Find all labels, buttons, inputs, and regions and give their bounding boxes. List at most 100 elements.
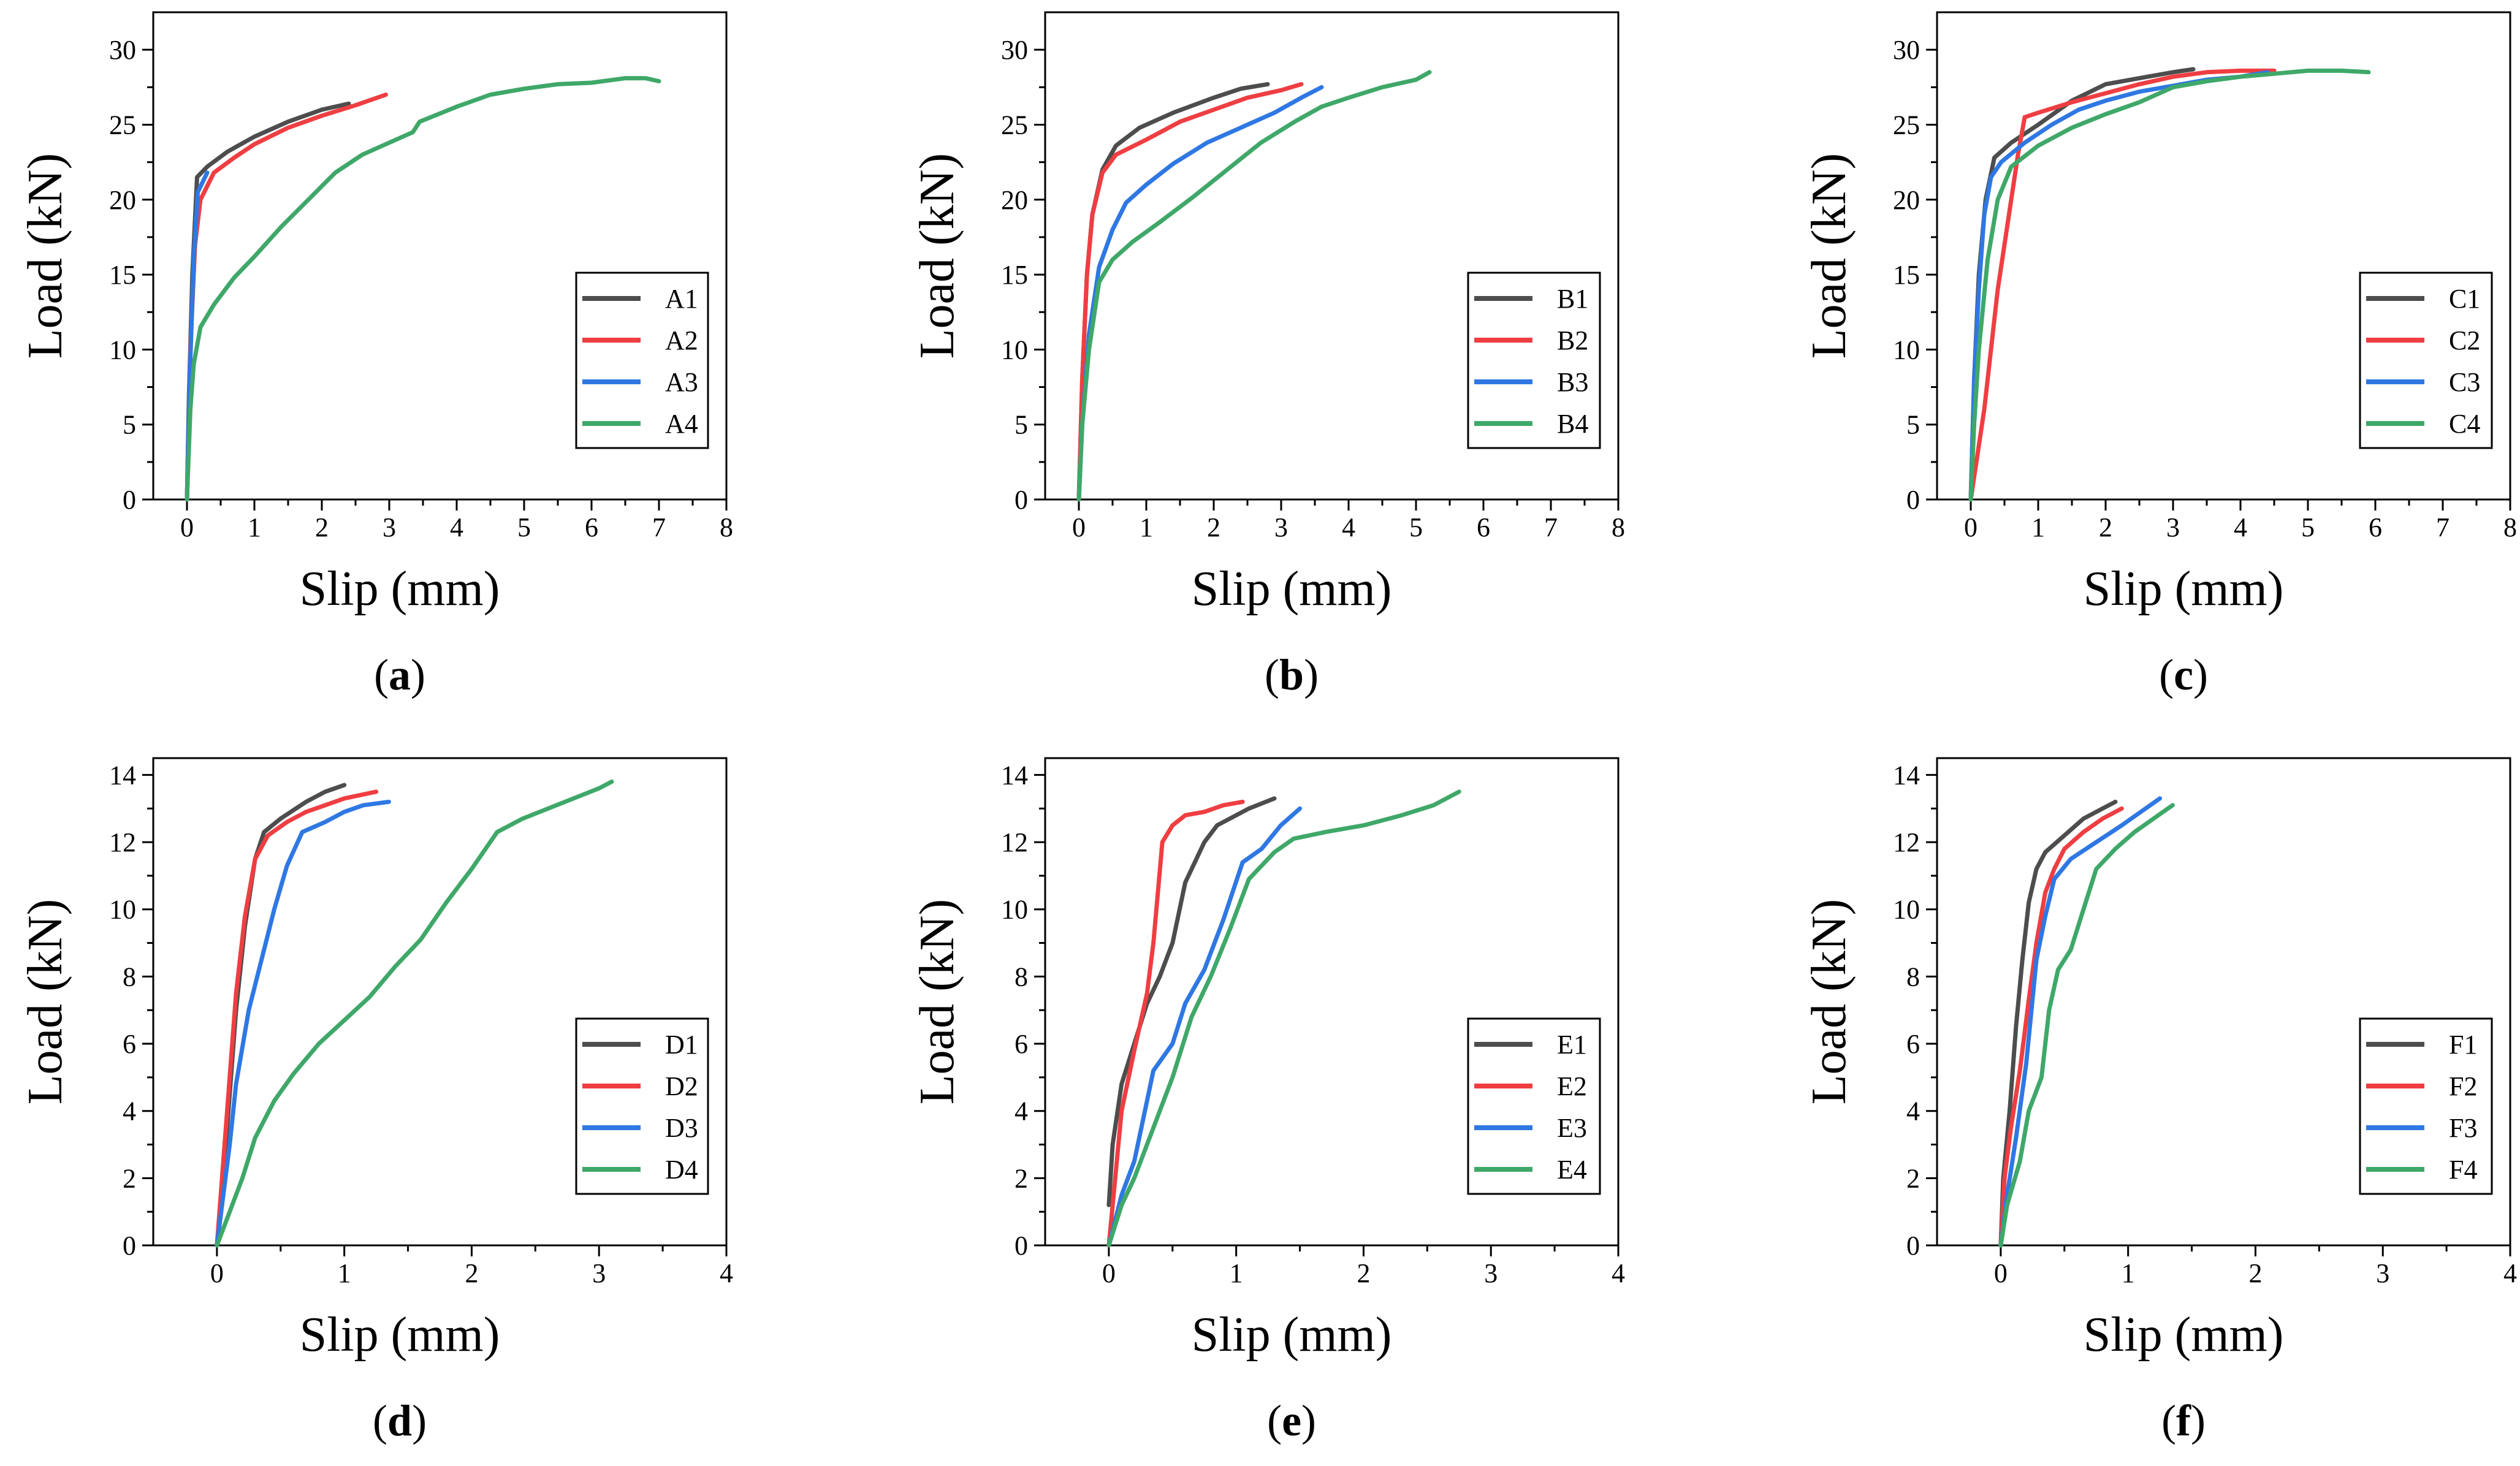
y-tick-label: 25 [1001, 110, 1028, 140]
y-tick-label: 0 [1014, 1231, 1028, 1261]
x-tick-label: 4 [720, 1258, 733, 1288]
y-tick-label: 10 [1001, 335, 1028, 365]
y-tick-label: 10 [109, 335, 136, 365]
panel-label-close: ) [411, 650, 425, 699]
y-tick-label: 30 [1893, 35, 1920, 65]
y-tick-label: 0 [1014, 485, 1028, 515]
panel-label-open: ( [374, 650, 389, 699]
legend-label-b2: B2 [1557, 325, 1588, 355]
x-axis-title: Slip (mm) [300, 562, 500, 616]
x-tick-label: 0 [210, 1258, 224, 1288]
x-tick-label: 2 [2099, 512, 2112, 542]
y-tick-label: 0 [123, 1231, 136, 1261]
series-line-d4 [215, 779, 614, 1248]
y-tick-label: 10 [1001, 895, 1028, 925]
series-line-f4 [1998, 803, 2175, 1248]
legend-label-d2: D2 [665, 1071, 698, 1101]
x-tick-label: 6 [585, 512, 598, 542]
legend-box [575, 272, 709, 449]
y-tick-label: 10 [109, 895, 136, 925]
x-axis-title: Slip (mm) [300, 1308, 500, 1362]
x-tick-label: 0 [1994, 1258, 2008, 1288]
legend-label-d1: D1 [665, 1030, 698, 1060]
y-tick-label: 14 [109, 760, 136, 790]
series-line-f2 [1998, 806, 2124, 1248]
x-tick-label: 6 [1477, 512, 1490, 542]
panel-label-open: ( [1265, 650, 1279, 699]
panel-label: (c) [2159, 650, 2208, 699]
panel-label-letter: f [2176, 1396, 2191, 1445]
panel-label-open: ( [2161, 1396, 2176, 1445]
legend-label-e3: E3 [1557, 1113, 1587, 1143]
y-tick-label: 15 [109, 260, 136, 290]
x-tick-label: 4 [1342, 512, 1355, 542]
plot-frame [1936, 11, 2511, 501]
y-tick-label: 0 [1906, 485, 1920, 515]
legend-box [1467, 272, 1601, 449]
legend-label-b1: B1 [1557, 284, 1588, 314]
y-tick-label: 8 [1014, 962, 1028, 992]
y-tick-label: 4 [1906, 1096, 1920, 1126]
y-tick-label: 12 [109, 827, 136, 857]
x-tick-label: 3 [383, 512, 396, 542]
series-line-c2 [1968, 68, 2277, 502]
legend-label-f4: F4 [2449, 1155, 2477, 1185]
panel-label-close: ) [412, 1396, 427, 1445]
y-tick-label: 6 [1014, 1029, 1028, 1059]
series-line-c4 [1968, 68, 2371, 502]
x-tick-label: 4 [2503, 1258, 2517, 1288]
legend-label-a4: A4 [665, 409, 698, 439]
y-tick-label: 25 [109, 110, 136, 140]
y-tick-label: 2 [1014, 1163, 1028, 1193]
x-tick-label: 8 [720, 512, 733, 542]
x-tick-label: 0 [1102, 1258, 1116, 1288]
panel-label-open: ( [373, 1396, 387, 1445]
legend-label-f2: F2 [2449, 1071, 2477, 1101]
x-tick-label: 2 [465, 1258, 478, 1288]
x-tick-label: 3 [2376, 1258, 2389, 1288]
x-tick-label: 1 [1140, 512, 1153, 542]
plot-frame [152, 11, 728, 501]
panel-label-letter: c [2174, 650, 2193, 699]
legend-box [2359, 272, 2493, 449]
x-tick-label: 5 [2301, 512, 2315, 542]
x-tick-label: 3 [1484, 1258, 1498, 1288]
x-tick-label: 3 [592, 1258, 606, 1288]
x-tick-label: 2 [2248, 1258, 2262, 1288]
series-line-b1 [1076, 82, 1270, 502]
y-tick-label: 30 [109, 35, 136, 65]
legend-label-a2: A2 [665, 325, 698, 355]
legend-label-e2: E2 [1557, 1071, 1587, 1101]
panel-label-letter: b [1279, 650, 1304, 699]
x-tick-label: 2 [1207, 512, 1220, 542]
x-tick-label: 7 [652, 512, 666, 542]
series-line-e4 [1106, 789, 1461, 1248]
series-line-d3 [215, 799, 391, 1248]
y-axis-title: Load (kN) [18, 153, 72, 359]
y-tick-label: 12 [1001, 827, 1028, 857]
x-tick-label: 7 [2436, 512, 2450, 542]
legend-label-e1: E1 [1557, 1030, 1587, 1060]
legend-label-b3: B3 [1557, 367, 1588, 397]
x-tick-label: 1 [338, 1258, 351, 1288]
legend: F1 F2 F3 F4 [2359, 1017, 2493, 1195]
y-tick-label: 14 [1893, 760, 1920, 790]
panel-label-letter: a [389, 650, 411, 699]
panel-label: (d) [373, 1396, 427, 1445]
x-axis-title: Slip (mm) [1192, 1308, 1392, 1362]
x-tick-label: 2 [1357, 1258, 1370, 1288]
x-tick-label: 1 [2122, 1258, 2135, 1288]
x-tick-label: 4 [450, 512, 463, 542]
legend-label-e4: E4 [1557, 1155, 1587, 1185]
x-tick-label: 4 [2234, 512, 2247, 542]
legend-box [575, 1017, 709, 1195]
series-line-f1 [1998, 799, 2118, 1248]
x-tick-label: 8 [2503, 512, 2517, 542]
panel-label: (b) [1265, 650, 1319, 699]
y-tick-label: 12 [1893, 827, 1920, 857]
y-tick-label: 10 [1893, 335, 1920, 365]
x-tick-label: 5 [1409, 512, 1423, 542]
legend: B1 B2 B3 B4 [1467, 272, 1601, 449]
